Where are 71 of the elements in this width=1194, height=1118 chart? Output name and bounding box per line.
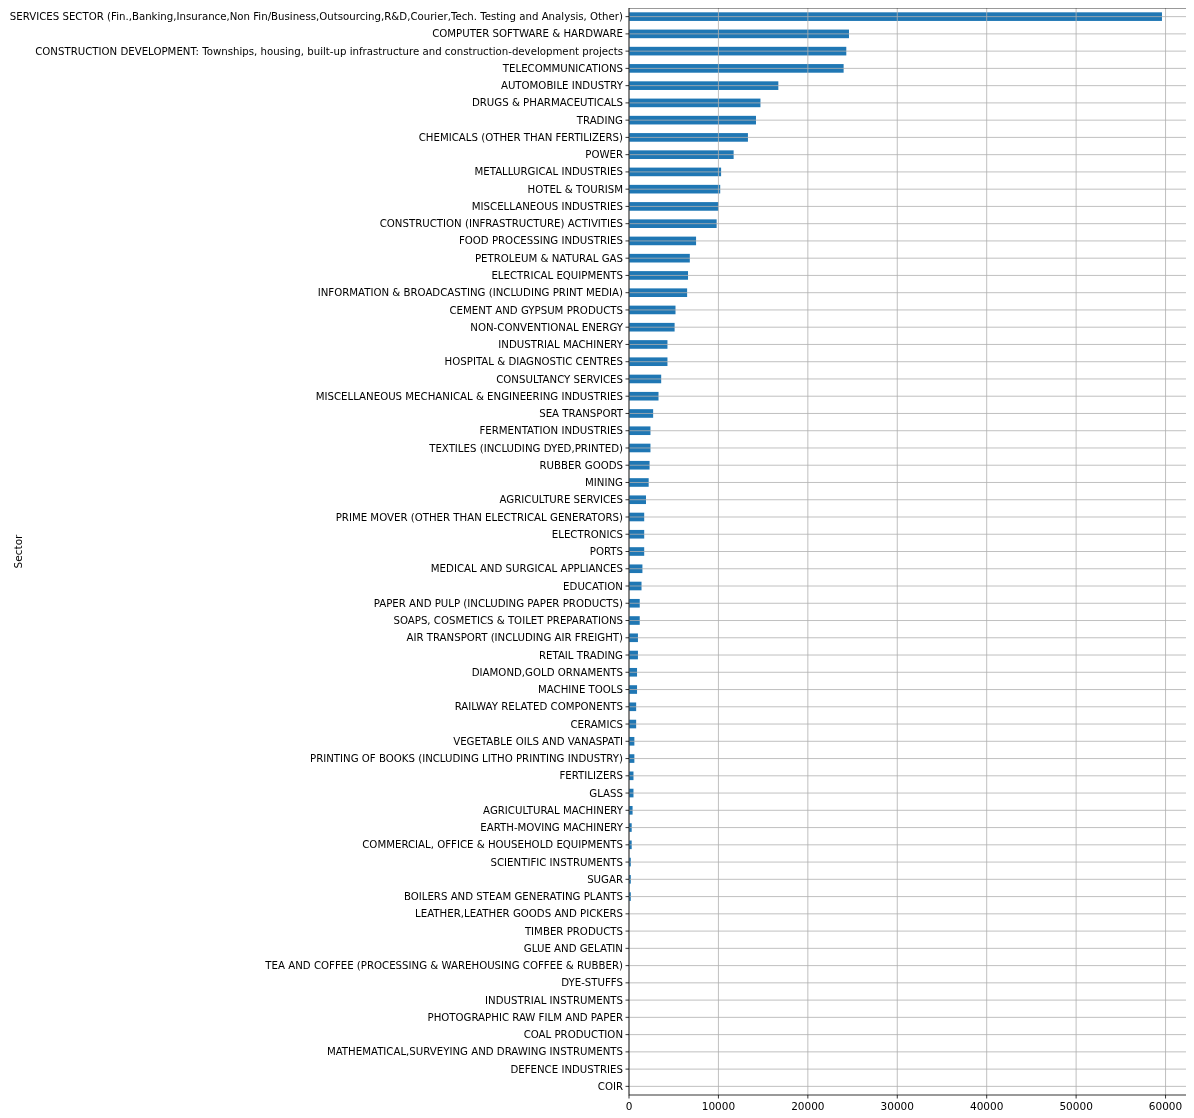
y-tick-label: AGRICULTURAL MACHINERY: [483, 804, 624, 816]
y-tick-label: GLUE AND GELATIN: [523, 942, 623, 954]
y-tick-label: TEA AND COFFEE (PROCESSING & WAREHOUSING COFFEE & RUBBER): [264, 960, 624, 972]
y-tick-label: CONSULTANCY SERVICES: [496, 373, 623, 385]
y-tick-label: RUBBER GOODS: [539, 459, 623, 471]
y-tick-label: LEATHER,LEATHER GOODS AND PICKERS: [415, 908, 623, 920]
y-tick-label: EARTH-MOVING MACHINERY: [480, 822, 624, 834]
y-tick-label: PRINTING OF BOOKS (INCLUDING LITHO PRINTING INDUSTRY): [309, 753, 624, 765]
x-tick-label: 30000: [880, 1100, 914, 1112]
y-tick-label: DRUGS & PHARMACEUTICALS: [471, 97, 623, 109]
y-tick-label: INDUSTRIAL MACHINERY: [498, 339, 624, 351]
y-tick-label: PETROLEUM & NATURAL GAS: [474, 252, 623, 264]
y-tick-label: INDUSTRIAL INSTRUMENTS: [485, 994, 623, 1006]
y-tick-label: FOOD PROCESSING INDUSTRIES: [458, 235, 623, 247]
y-tick-label: TIMBER PRODUCTS: [523, 925, 623, 937]
x-tick-label: 40000: [969, 1100, 1004, 1112]
y-tick-label: CEMENT AND GYPSUM PRODUCTS: [449, 304, 623, 316]
y-tick-label: CONSTRUCTION (INFRASTRUCTURE) ACTIVITIES: [379, 218, 623, 230]
y-tick-label: VEGETABLE OILS AND VANASPATI: [453, 735, 623, 747]
y-tick-label: FERMENTATION INDUSTRIES: [479, 425, 623, 437]
y-tick-label: GLASS: [589, 787, 623, 799]
y-tick-label: BOILERS AND STEAM GENERATING PLANTS: [403, 891, 623, 903]
y-tick-label: TRADING: [575, 114, 624, 126]
y-axis-title: Sector: [12, 533, 25, 569]
x-tick-label: 50000: [1059, 1100, 1093, 1112]
y-tick-label: COAL PRODUCTION: [523, 1029, 623, 1041]
y-tick-label: COIR: [597, 1080, 623, 1092]
y-tick-label: RETAIL TRADING: [538, 649, 624, 661]
y-tick-label: DIAMOND,GOLD ORNAMENTS: [471, 666, 623, 678]
y-tick-label: EDUCATION: [563, 580, 623, 592]
x-tick-label: 60000: [1148, 1100, 1183, 1112]
y-tick-label: PORTS: [589, 546, 623, 558]
y-tick-label: SCIENTIFIC INSTRUMENTS: [490, 856, 623, 868]
y-tick-label: PHOTOGRAPHIC RAW FILM AND PAPER: [427, 1011, 623, 1023]
y-tick-label: AUTOMOBILE INDUSTRY: [500, 80, 624, 92]
y-tick-label: MEDICAL AND SURGICAL APPLIANCES: [430, 563, 623, 575]
y-tick-label: RAILWAY RELATED COMPONENTS: [454, 701, 623, 713]
y-tick-label: DEFENCE INDUSTRIES: [510, 1063, 623, 1075]
y-tick-label: SUGAR: [587, 873, 623, 885]
y-tick-label: ELECTRONICS: [551, 528, 623, 540]
y-tick-label: INFORMATION & BROADCASTING (INCLUDING PRINT MEDIA): [317, 287, 624, 299]
y-tick-label: MATHEMATICAL,SURVEYING AND DRAWING INSTRUMENTS: [326, 1046, 623, 1058]
y-tick-label: FERTILIZERS: [559, 770, 623, 782]
y-tick-label: SERVICES SECTOR (Fin.,Banking,Insurance,Non Fin/Business,Outsourcing,R&D,Courier,Tech. Testing and Analysis, Other): [9, 11, 624, 23]
y-tick-label: CHEMICALS (OTHER THAN FERTILIZERS): [418, 131, 624, 143]
y-tick-label: AGRICULTURE SERVICES: [499, 494, 623, 506]
y-tick-label: COMPUTER SOFTWARE & HARDWARE: [432, 28, 623, 40]
y-tick-label: POWER: [585, 149, 623, 161]
y-tick-label: MISCELLANEOUS INDUSTRIES: [471, 200, 623, 212]
y-tick-label: TEXTILES (INCLUDING DYED,PRINTED): [428, 442, 624, 454]
y-tick-label: SOAPS, COSMETICS & TOILET PREPARATIONS: [393, 615, 623, 627]
y-tick-label: DYE-STUFFS: [561, 977, 623, 989]
y-tick-label: CERAMICS: [570, 718, 623, 730]
y-tick-label: ELECTRICAL EQUIPMENTS: [491, 270, 623, 282]
y-tick-label: MISCELLANEOUS MECHANICAL & ENGINEERING INDUSTRIES: [315, 390, 623, 402]
y-tick-label: SEA TRANSPORT: [539, 408, 624, 420]
y-tick-label: TELECOMMUNICATIONS: [501, 62, 623, 74]
y-tick-label: PAPER AND PULP (INCLUDING PAPER PRODUCTS): [373, 597, 624, 609]
y-tick-label: CONSTRUCTION DEVELOPMENT: Townships, housing, built-up infrastructure and construction-development projects: [35, 45, 623, 57]
y-tick-label: COMMERCIAL, OFFICE & HOUSEHOLD EQUIPMENTS: [362, 839, 623, 851]
x-tick-label: 20000: [791, 1100, 825, 1112]
y-tick-label: METALLURGICAL INDUSTRIES: [474, 166, 623, 178]
y-tick-label: MACHINE TOOLS: [537, 684, 623, 696]
x-tick-label: 0: [625, 1100, 633, 1112]
y-tick-label: HOTEL & TOURISM: [527, 183, 623, 195]
y-tick-label: PRIME MOVER (OTHER THAN ELECTRICAL GENERATORS): [335, 511, 624, 523]
y-tick-label: AIR TRANSPORT (INCLUDING AIR FREIGHT): [406, 632, 624, 644]
y-tick-label: NON-CONVENTIONAL ENERGY: [470, 321, 624, 333]
y-tick-label: HOSPITAL & DIAGNOSTIC CENTRES: [444, 356, 623, 368]
x-tick-label: 10000: [701, 1100, 736, 1112]
y-tick-label: MINING: [585, 477, 624, 489]
